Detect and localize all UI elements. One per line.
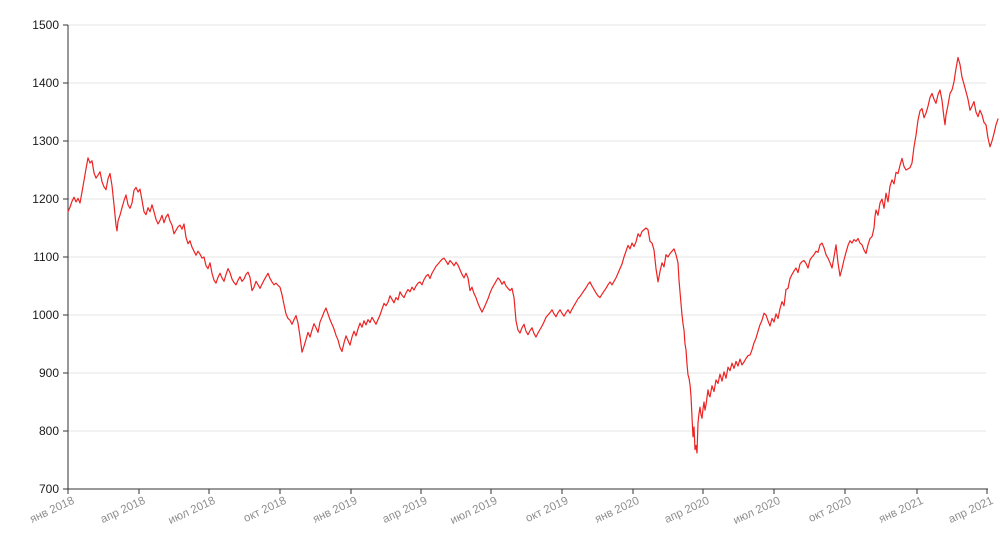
- y-axis-label-1300: 1300: [32, 134, 59, 148]
- x-axis-label-9: апр 2020: [663, 495, 711, 526]
- y-axis-label-1100: 1100: [33, 250, 59, 264]
- x-axis-label-7: окт 2019: [524, 495, 570, 525]
- y-axis-label-1200: 1200: [32, 192, 59, 206]
- y-axis-label-800: 800: [39, 424, 59, 438]
- price-line: [67, 56, 999, 454]
- x-axis-label-5: апр 2019: [381, 495, 429, 526]
- x-axis-label-2: июл 2018: [167, 495, 218, 527]
- x-axis-label-1: апр 2018: [99, 495, 147, 526]
- y-axis-label-1000: 1000: [32, 308, 59, 322]
- x-axis-label-0: янв 2018: [28, 495, 76, 526]
- x-axis-label-10: июл 2020: [732, 495, 783, 527]
- x-axis-label-11: окт 2020: [807, 495, 853, 525]
- x-axis-label-3: окт 2018: [242, 495, 288, 525]
- y-axis-label-900: 900: [39, 366, 59, 380]
- y-axis-label-700: 700: [39, 482, 59, 496]
- x-axis-label-6: июл 2019: [449, 495, 500, 527]
- x-axis-label-4: янв 2019: [311, 495, 359, 526]
- x-axis-label-12: янв 2021: [877, 495, 925, 526]
- x-axis-label-8: янв 2020: [593, 495, 641, 526]
- y-axis-label-1500: 1500: [32, 18, 59, 32]
- y-axis-label-1400: 1400: [32, 76, 59, 90]
- x-axis-label-13: апр 2021: [947, 495, 995, 526]
